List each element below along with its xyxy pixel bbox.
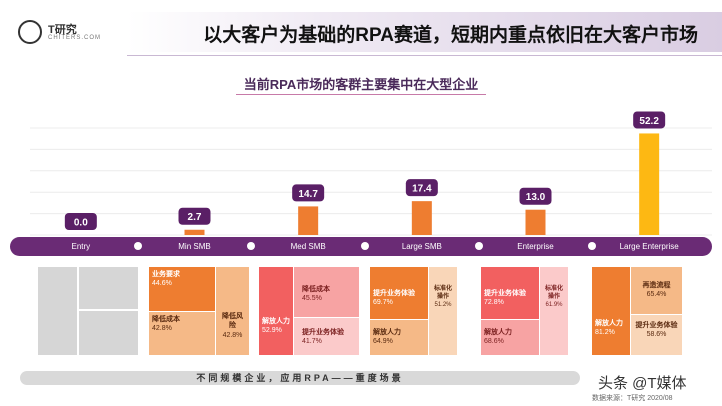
cell-value: 45.5% xyxy=(302,295,322,303)
bar-med-smb xyxy=(298,206,319,235)
panel-med-smb: 解放人力 52.9% 降低成本 45.5% 提升业务体验 41.7% xyxy=(259,267,359,355)
page-title: 以大客户为基础的RPA赛道，短期内重点依旧在大客户市场 xyxy=(203,25,698,46)
cell-label: 提升业务体验 xyxy=(302,329,344,336)
cell-label: 降低成本 xyxy=(302,286,330,293)
bar-chart: 0.0 2.7 14.7 17.4 13.0 52.2 xyxy=(30,111,712,236)
value-label-box xyxy=(292,184,325,202)
value-label-box xyxy=(519,187,552,205)
cell-value: 52.9% xyxy=(262,327,282,335)
category-separator xyxy=(588,242,597,250)
panel-min-smb: 业务要求 44.6% 降低成本 42.8% 降低风险 42.8% xyxy=(149,267,249,355)
value-label: 14.7 xyxy=(298,189,318,200)
category-separator xyxy=(474,242,483,250)
chart-title: 当前RPA市场的客群主要集中在大型企业 xyxy=(243,77,479,92)
panel-cell: 解放人力 68.6% xyxy=(481,320,539,355)
cell-label: 标准化操作 xyxy=(433,286,452,301)
cell-label: 解放人力 xyxy=(484,329,512,336)
data-source: 数据来源：T研究 2020/08 xyxy=(592,395,673,402)
cell-value: 42.8% xyxy=(152,325,172,333)
cell-label: 提升业务体验 xyxy=(373,290,415,297)
panel-cell: 提升业务体验 41.7% xyxy=(294,318,359,355)
cell-value: 41.7% xyxy=(302,338,322,346)
category-label: Large Enterprise xyxy=(619,242,679,251)
category-label: Min SMB xyxy=(178,242,211,251)
cell-value: 69.7% xyxy=(373,299,393,307)
value-label-box xyxy=(405,179,438,197)
bar-min-smb xyxy=(184,229,205,235)
panel-cell: 业务要求 44.6% xyxy=(149,267,215,311)
panel-cell: 提升业务体验 58.6% xyxy=(631,315,682,355)
cell-value: 44.6% xyxy=(152,280,172,288)
panel-cell-blank xyxy=(79,267,138,310)
cell-label: 解放人力 xyxy=(373,329,401,336)
panel-entry xyxy=(38,267,138,355)
cell-label: 降低风险 xyxy=(222,313,243,330)
cell-value: 51.2% xyxy=(434,302,452,309)
value-label: 0.0 xyxy=(74,218,88,229)
cell-label: 标准化操作 xyxy=(544,286,563,301)
panel-cell: 降低成本 45.5% xyxy=(294,267,359,317)
category-label: Large SMB xyxy=(401,242,442,251)
cell-value: 58.6% xyxy=(646,331,667,339)
panel-enterprise: 提升业务体验 72.8% 解放人力 68.6% 标准化操作 61.9% xyxy=(481,267,581,355)
category-label: Enterprise xyxy=(517,242,554,251)
panel-large-enterprise: 解放人力 81.2% 再造流程 65.4% 提升业务体验 58.6% xyxy=(592,267,692,355)
logo-subtext: CHITERS.COM xyxy=(48,35,101,41)
panel-large-smb: 提升业务体验 69.7% 解放人力 64.9% 标准化操作 51.2% xyxy=(370,267,470,355)
value-label-box xyxy=(178,207,211,225)
cell-label: 业务要求 xyxy=(152,271,180,278)
bar-large-enterprise xyxy=(639,133,660,235)
value-label-box xyxy=(633,111,666,129)
watermark: 头条 @T媒体 xyxy=(598,375,687,392)
cell-value: 42.8% xyxy=(222,331,243,339)
cell-label: 提升业务体验 xyxy=(635,322,678,329)
cell-label: 解放人力 xyxy=(262,318,290,325)
cell-value: 81.2% xyxy=(595,329,615,337)
panel-cell-blank xyxy=(79,311,138,355)
cell-label: 再造流程 xyxy=(642,282,671,289)
bar-enterprise xyxy=(525,209,546,235)
cell-value: 65.4% xyxy=(646,291,667,299)
title-banner: 以大客户为基础的RPA赛道，短期内重点依旧在大客户市场 xyxy=(127,12,722,52)
cell-label: 降低成本 xyxy=(152,316,180,323)
value-label-box xyxy=(64,213,97,230)
cell-value: 68.6% xyxy=(484,338,504,346)
panel-cell: 再造流程 65.4% xyxy=(631,267,682,314)
value-label: 13.0 xyxy=(526,192,546,203)
logo: T研究 CHITERS.COM xyxy=(18,20,108,46)
panel-cell: 提升业务体验 69.7% xyxy=(370,267,428,319)
chart-title-underline xyxy=(236,94,486,95)
cell-value: 61.9% xyxy=(545,302,563,309)
footer-caption: 不同规模企业，应用RPA——重度场景 xyxy=(20,371,580,385)
panel-cell: 解放人力 52.9% xyxy=(259,267,293,355)
cell-label: 解放人力 xyxy=(595,320,623,327)
bar-large-smb xyxy=(411,201,432,235)
title-divider xyxy=(127,55,722,56)
panel-cell: 标准化操作 61.9% xyxy=(540,267,568,355)
cell-value: 64.9% xyxy=(373,338,393,346)
logo-icon xyxy=(18,20,42,44)
category-separator xyxy=(133,242,142,250)
panel-cell-blank xyxy=(38,267,78,355)
panel-cell: 解放人力 64.9% xyxy=(370,320,428,355)
value-label: 17.4 xyxy=(412,184,432,195)
logo-name: T研究 xyxy=(48,24,77,36)
cell-value: 72.8% xyxy=(484,299,504,307)
category-label: Entry xyxy=(71,242,91,251)
panel-cell: 降低风险 42.8% xyxy=(216,267,249,355)
category-label: Med SMB xyxy=(290,242,326,251)
category-separator xyxy=(247,242,256,250)
category-separator xyxy=(361,242,369,250)
cell-label: 提升业务体验 xyxy=(484,290,526,297)
panel-cell: 解放人力 81.2% xyxy=(592,267,630,355)
value-label: 52.2 xyxy=(639,116,659,127)
value-label: 2.7 xyxy=(188,212,202,223)
panel-cell: 提升业务体验 72.8% xyxy=(481,267,539,319)
panel-cell: 标准化操作 51.2% xyxy=(429,267,457,355)
panel-cell: 降低成本 42.8% xyxy=(149,312,215,355)
